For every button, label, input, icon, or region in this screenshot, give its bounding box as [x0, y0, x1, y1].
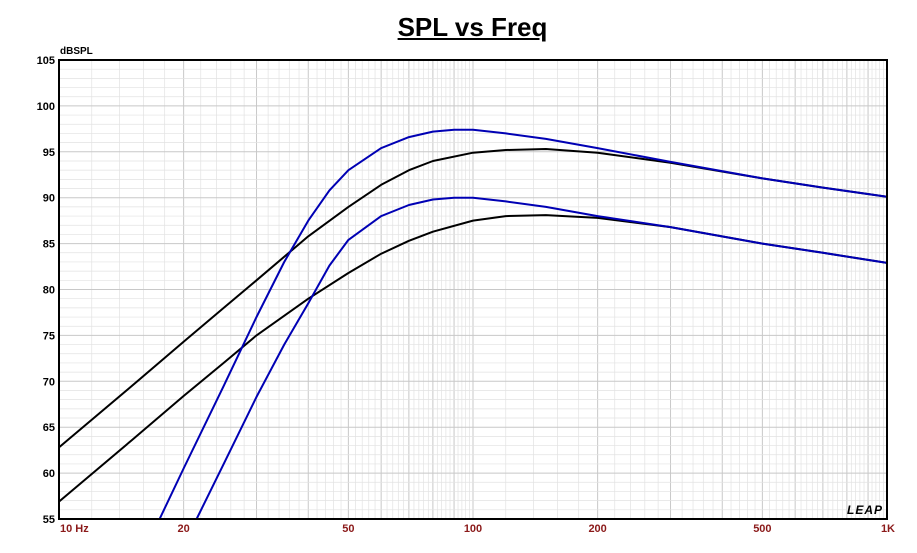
- x-tick-label: 20: [178, 523, 190, 535]
- y-tick-label: 70: [43, 376, 55, 388]
- spl-curves: [58, 128, 888, 520]
- x-tick-label: 50: [342, 523, 354, 535]
- y-tick-label: 95: [43, 147, 55, 159]
- y-tick-label: 105: [37, 55, 55, 67]
- grid-lines: [59, 60, 887, 519]
- y-tick-label: 65: [43, 422, 55, 434]
- x-tick-label: 200: [588, 523, 606, 535]
- y-axis-label: dBSPL: [60, 46, 93, 57]
- x-tick-label: 100: [464, 523, 482, 535]
- y-tick-label: 80: [43, 285, 55, 297]
- spl-curve-3: [158, 128, 888, 520]
- y-tick-label: 90: [43, 193, 55, 205]
- spl-curve-4: [195, 196, 888, 520]
- x-tick-label: 1K: [881, 523, 895, 535]
- y-tick-labels: 105 100 95 90 85 80 75 70 65 60 55: [37, 55, 55, 526]
- x-tick-label: 500: [753, 523, 771, 535]
- y-tick-label: 60: [43, 468, 55, 480]
- y-tick-label: 85: [43, 239, 55, 251]
- y-tick-label: 75: [43, 330, 55, 342]
- chart-title: SPL vs Freq: [397, 12, 548, 42]
- x-tick-labels: 10 Hz 20 50 100 200 500 1K: [60, 523, 895, 535]
- y-tick-label: 55: [43, 514, 55, 526]
- y-tick-label: 100: [37, 101, 55, 113]
- leap-logo: LEAP: [847, 503, 883, 517]
- x-tick-label: 10 Hz: [60, 523, 89, 535]
- plot-frame: [58, 59, 888, 520]
